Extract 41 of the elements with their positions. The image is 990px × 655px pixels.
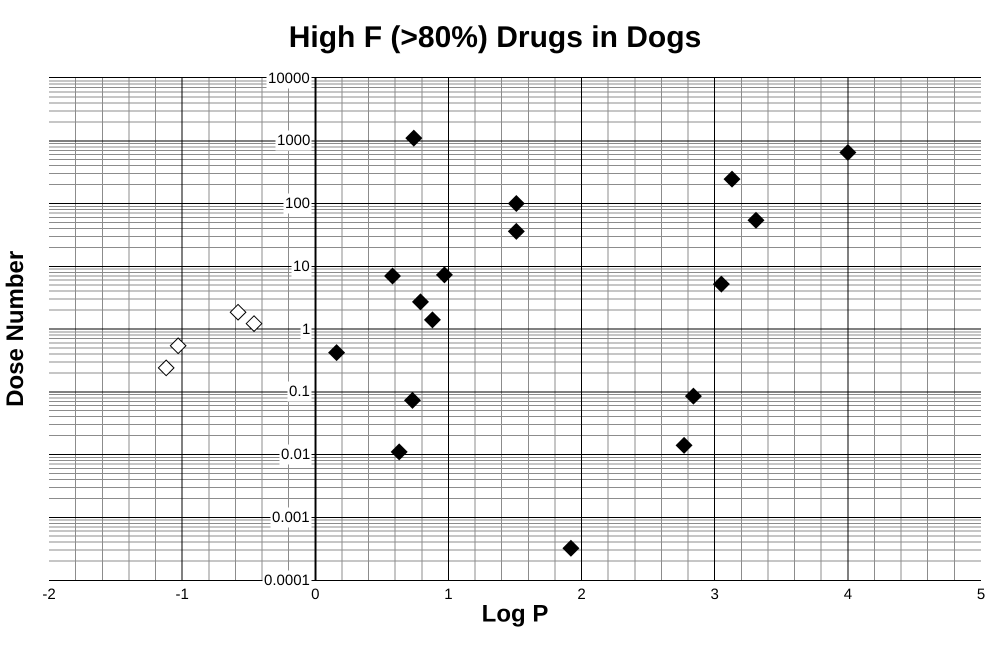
x-tick-label: 5 [976, 586, 986, 603]
point [724, 170, 740, 188]
point [562, 540, 580, 557]
point [230, 304, 246, 321]
y-tick-label: 10 [293, 258, 310, 275]
x-tick-label: 3 [710, 586, 719, 603]
x-tick-label: 1 [444, 586, 453, 603]
point [404, 392, 421, 409]
y-axis-title: Dose Number [2, 250, 29, 407]
point [246, 315, 262, 332]
y-tick-label: 1 [302, 321, 310, 338]
point [412, 294, 429, 310]
y-tick-label: 0.0001 [264, 572, 310, 589]
point [508, 223, 525, 240]
point [158, 360, 174, 376]
point [328, 344, 345, 361]
point [384, 268, 401, 284]
point [390, 444, 408, 460]
x-axis-title: Log P [482, 600, 548, 628]
x-tick-label: -2 [42, 586, 56, 603]
y-tick-label: 100 [285, 195, 310, 212]
y-tick-label: 0.001 [272, 509, 310, 526]
point [748, 212, 764, 229]
x-tick-label: 2 [577, 586, 586, 603]
point [436, 266, 453, 284]
chart-title: High F (>80%) Drugs in Dogs [288, 21, 702, 54]
point [676, 437, 692, 454]
y-tick-label: 0.01 [281, 446, 310, 463]
y-tick-label: 10000 [268, 70, 310, 87]
x-tick-label: 4 [844, 586, 852, 603]
y-tick-label: 1000 [277, 132, 310, 149]
point [424, 312, 441, 328]
point [170, 337, 186, 354]
point [840, 144, 856, 161]
point [508, 195, 525, 212]
y-tick-label: 0.1 [289, 383, 310, 400]
x-tick-label: 0 [311, 586, 320, 603]
point [713, 276, 730, 292]
point [685, 388, 702, 404]
x-tick-label: -1 [175, 586, 189, 603]
point [406, 130, 422, 146]
